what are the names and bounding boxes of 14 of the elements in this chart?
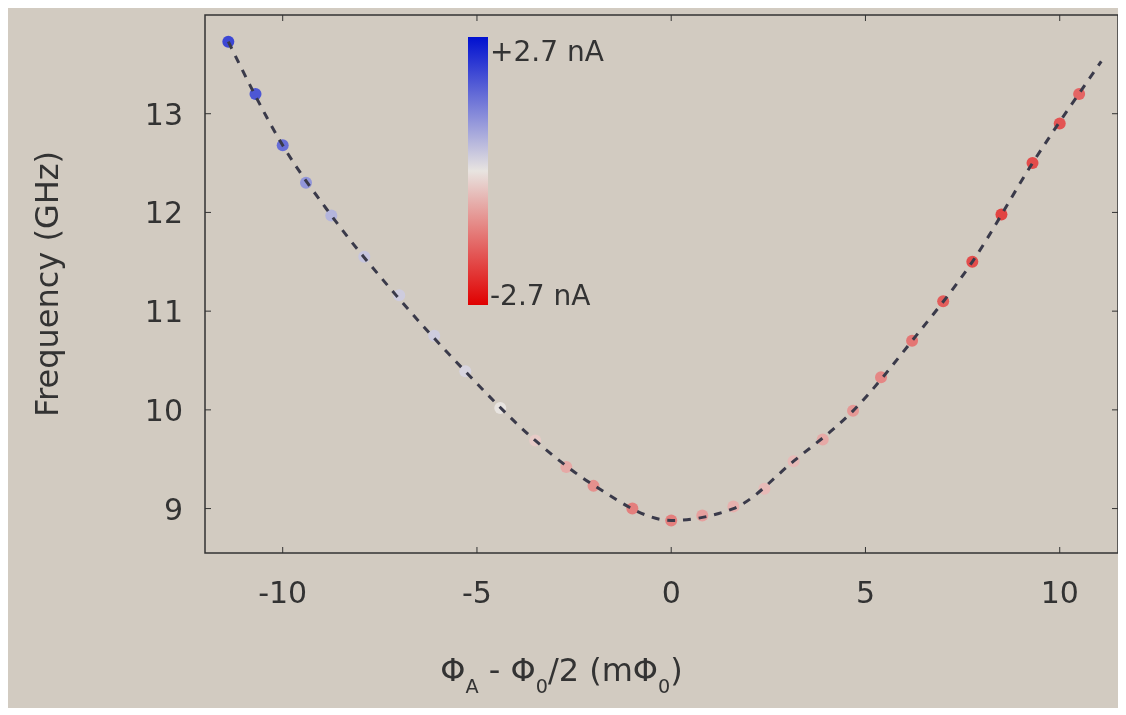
annotation: +2.7 nA <box>490 35 604 68</box>
y-tick-label: 11 <box>144 294 183 330</box>
x-tick-label: 5 <box>855 575 876 610</box>
x-tick-label: -5 <box>462 575 492 610</box>
y-tick-label: 9 <box>163 491 183 527</box>
x-axis-title: Φ$_{A}$ - Φ$_{0}$/2 (mΦ$_{0}$) <box>440 651 683 698</box>
y-tick-label: 12 <box>144 195 183 231</box>
x-tick-label: 0 <box>661 575 681 610</box>
annotation: -2.7 nA <box>490 279 591 312</box>
y-axis-title: Frequency (GHz) <box>28 150 66 418</box>
x-tick-label: -10 <box>258 575 308 610</box>
x-tick-label: 10 <box>1040 575 1079 610</box>
y-tick-label: 10 <box>144 392 183 428</box>
y-tick-label: 13 <box>144 96 183 132</box>
